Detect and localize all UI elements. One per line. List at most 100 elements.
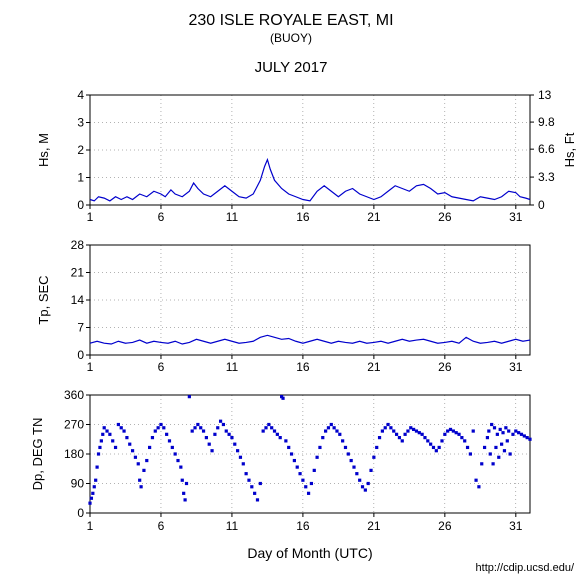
svg-text:21: 21: [71, 266, 85, 280]
scatter-point: [307, 492, 310, 495]
scatter-point: [259, 482, 262, 485]
scatter-point: [335, 429, 338, 432]
scatter-point: [392, 429, 395, 432]
scatter-point: [108, 433, 111, 436]
scatter-point: [490, 423, 493, 426]
scatter-point: [318, 446, 321, 449]
svg-text:3.3: 3.3: [538, 170, 555, 184]
scatter-point: [162, 426, 165, 429]
scatter-point: [236, 449, 239, 452]
svg-text:11: 11: [226, 360, 239, 374]
scatter-point: [93, 485, 96, 488]
scatter-point: [489, 452, 492, 455]
scatter-point: [213, 433, 216, 436]
scatter-point: [384, 426, 387, 429]
scatter-point: [193, 426, 196, 429]
scatter-point: [131, 449, 134, 452]
scatter-point: [183, 498, 186, 501]
scatter-point: [452, 429, 455, 432]
svg-text:1: 1: [77, 171, 84, 185]
scatter-point: [276, 433, 279, 436]
scatter-point: [372, 456, 375, 459]
scatter-point: [284, 439, 287, 442]
scatter-point: [151, 436, 154, 439]
scatter-point: [313, 469, 316, 472]
svg-text:180: 180: [64, 447, 84, 461]
scatter-point: [429, 443, 432, 446]
scatter-point: [279, 436, 282, 439]
scatter-point: [245, 472, 248, 475]
scatter-point: [125, 436, 128, 439]
scatter-point: [367, 482, 370, 485]
scatter-point: [338, 433, 341, 436]
scatter-point: [438, 446, 441, 449]
scatter-point: [501, 431, 504, 434]
svg-text:31: 31: [509, 360, 523, 374]
scatter-point: [250, 485, 253, 488]
x-axis-label: Day of Month (UTC): [247, 545, 372, 561]
panel3-ylabel: Dp, DEG TN: [30, 418, 45, 491]
scatter-point: [378, 436, 381, 439]
svg-text:14: 14: [71, 293, 85, 307]
series-line: [90, 335, 530, 344]
scatter-point: [137, 462, 140, 465]
scatter-point: [138, 479, 141, 482]
scatter-point: [421, 433, 424, 436]
scatter-point: [105, 429, 108, 432]
scatter-point: [361, 485, 364, 488]
scatter-point: [355, 472, 358, 475]
scatter-point: [290, 452, 293, 455]
scatter-point: [333, 426, 336, 429]
scatter-point: [375, 446, 378, 449]
scatter-point: [403, 433, 406, 436]
scatter-point: [409, 426, 412, 429]
scatter-point: [179, 466, 182, 469]
scatter-point: [341, 439, 344, 442]
scatter-point: [426, 439, 429, 442]
scatter-point: [281, 397, 284, 400]
scatter-point: [487, 429, 490, 432]
scatter-point: [415, 429, 418, 432]
scatter-point: [219, 420, 222, 423]
svg-text:6: 6: [158, 360, 165, 374]
scatter-point: [469, 452, 472, 455]
scatter-point: [520, 433, 523, 436]
svg-text:360: 360: [64, 388, 84, 402]
scatter-point: [486, 436, 489, 439]
scatter-point: [381, 429, 384, 432]
scatter-point: [293, 459, 296, 462]
scatter-point: [128, 443, 131, 446]
scatter-point: [463, 439, 466, 442]
scatter-point: [472, 429, 475, 432]
scatter-point: [412, 428, 415, 431]
svg-text:4: 4: [77, 88, 84, 102]
scatter-point: [352, 466, 355, 469]
svg-text:7: 7: [77, 321, 84, 335]
scatter-point: [446, 429, 449, 432]
scatter-point: [185, 482, 188, 485]
chart-subtitle: (BUOY): [270, 31, 312, 45]
svg-text:26: 26: [438, 210, 452, 224]
scatter-point: [474, 479, 477, 482]
scatter-point: [480, 462, 483, 465]
scatter-point: [270, 426, 273, 429]
scatter-point: [497, 456, 500, 459]
scatter-point: [324, 429, 327, 432]
svg-text:9.8: 9.8: [538, 115, 555, 129]
scatter-point: [122, 429, 125, 432]
scatter-point: [165, 433, 168, 436]
scatter-point: [460, 436, 463, 439]
scatter-point: [369, 469, 372, 472]
scatter-point: [182, 492, 185, 495]
scatter-point: [225, 429, 228, 432]
scatter-point: [494, 446, 497, 449]
scatter-point: [247, 479, 250, 482]
scatter-point: [157, 426, 160, 429]
svg-text:31: 31: [509, 519, 523, 533]
scatter-point: [327, 426, 330, 429]
scatter-point: [233, 443, 236, 446]
scatter-point: [176, 459, 179, 462]
scatter-point: [296, 466, 299, 469]
scatter-point: [506, 439, 509, 442]
series-line: [90, 160, 530, 201]
